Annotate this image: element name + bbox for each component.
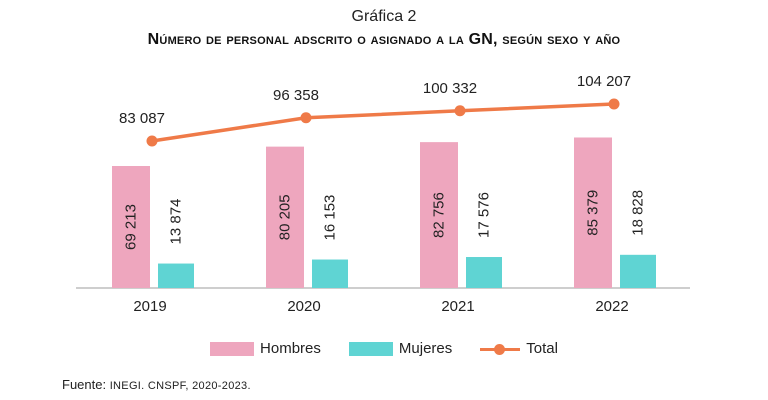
legend-item-hombres: Hombres (210, 340, 321, 357)
total-label-2022: 104 207 (577, 73, 631, 90)
x-tick-label-2019: 2019 (133, 298, 166, 315)
total-point-2020 (300, 112, 312, 124)
bar-label-mujeres-2019: 13 874 (168, 199, 185, 245)
bar-hombres-2022 (574, 137, 612, 288)
bar-label-hombres-2020: 80 205 (277, 194, 294, 240)
total-point-2022 (608, 98, 620, 110)
bar-label-mujeres-2020: 16 153 (322, 195, 339, 241)
total-point-2019 (146, 135, 158, 147)
legend-label-hombres: Hombres (260, 340, 321, 357)
chart-label: Gráfica 2 (351, 8, 417, 25)
legend-swatch-total (480, 342, 521, 356)
bar-hombres-2019 (112, 166, 150, 288)
bar-hombres-2020 (266, 146, 304, 288)
legend-item-total: Total (480, 340, 558, 357)
bar-label-mujeres-2022: 18 828 (630, 190, 647, 236)
bar-mujeres-2019 (158, 263, 194, 288)
total-label-2021: 100 332 (423, 80, 477, 97)
legend-label-mujeres: Mujeres (398, 340, 453, 357)
bar-label-mujeres-2021: 17 576 (476, 192, 493, 238)
bar-label-hombres-2019: 69 213 (123, 204, 140, 250)
legend-swatch-mujeres (348, 341, 393, 356)
source-text: INEGI. CNSPF, 2020-2023. (109, 380, 251, 392)
total-label-2020: 96 358 (273, 87, 319, 104)
x-tick-label-2021: 2021 (441, 298, 474, 315)
chart-title: Número de personal adscrito o asignado a… (147, 31, 621, 48)
bar-hombres-2021 (420, 142, 458, 288)
source-prefix: Fuente: (62, 377, 110, 392)
x-tick-label-2022: 2022 (595, 298, 628, 315)
bar-mujeres-2021 (466, 257, 502, 288)
legend: Hombres Mujeres Total (0, 340, 768, 357)
bar-label-hombres-2021: 82 756 (431, 192, 448, 238)
bar-mujeres-2022 (620, 254, 656, 288)
total-series-line (151, 102, 615, 143)
x-tick-label-2020: 2020 (287, 298, 320, 315)
total-label-2019: 83 087 (119, 110, 165, 127)
bar-mujeres-2020 (312, 259, 348, 288)
source-note: Fuente: INEGI. CNSPF, 2020-2023. (62, 377, 251, 392)
legend-label-total: Total (526, 340, 558, 357)
total-point-2021 (454, 105, 466, 117)
bar-label-hombres-2022: 85 379 (585, 190, 602, 236)
chart-area: 69 213 13 874 2019 80 205 16 153 2020 82 756 17… (76, 73, 690, 315)
legend-swatch-hombres (210, 341, 255, 356)
legend-item-mujeres: Mujeres (348, 340, 453, 357)
